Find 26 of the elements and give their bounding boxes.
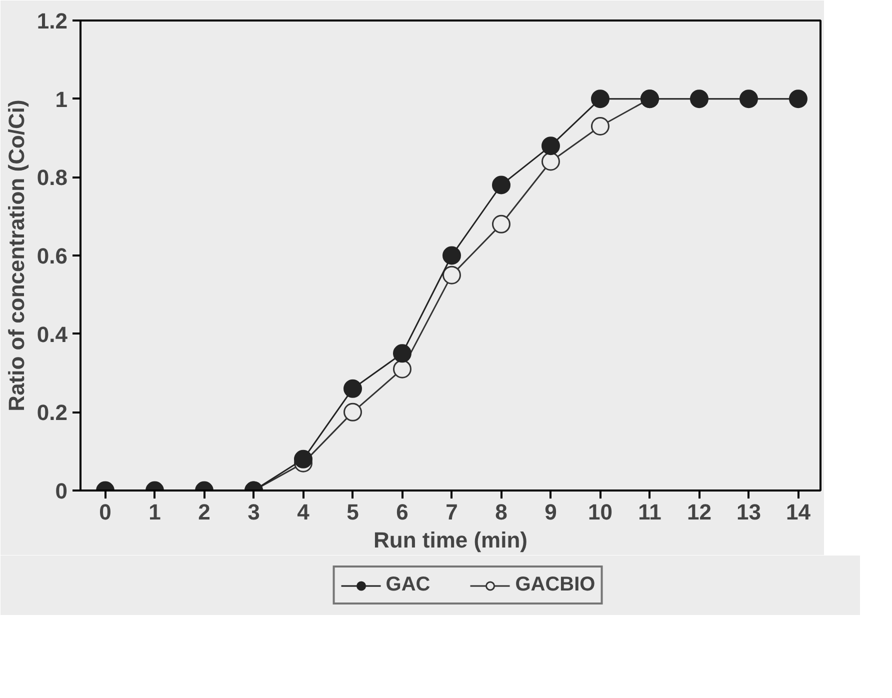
y-tick-label: 1 [55, 86, 68, 112]
y-axis-title: Ratio of concentration (Co/Ci) [4, 100, 29, 412]
x-tick-label: 12 [686, 500, 712, 524]
x-tick-label: 1 [148, 500, 161, 524]
legend-label: GAC [386, 574, 430, 596]
x-axis-title: Run time (min) [374, 528, 528, 552]
x-tick-label: 10 [588, 500, 612, 524]
x-tick-label: 11 [638, 500, 662, 524]
x-tick-label: 2 [198, 500, 210, 524]
y-tick-label: 0.8 [36, 165, 68, 190]
x-tick-label: 5 [346, 500, 359, 524]
y-tick-label: 1.2 [36, 8, 68, 34]
y-tick-label: 0.2 [36, 400, 68, 426]
legend-label: GACBIO [515, 574, 596, 596]
x-tick-label: 13 [736, 500, 761, 524]
y-tick-label: 0 [55, 478, 68, 504]
y-tick-label: 0.4 [36, 322, 68, 347]
x-tick-label: 4 [297, 500, 310, 524]
x-tick-label: 14 [786, 500, 812, 524]
x-tick-label: 9 [544, 500, 557, 524]
x-tick-label: 8 [495, 500, 508, 524]
x-tick-label: 7 [446, 500, 458, 524]
y-tick-label: 0.6 [36, 244, 68, 268]
x-tick-label: 0 [99, 500, 112, 524]
x-tick-label: 3 [248, 500, 260, 524]
x-tick-label: 6 [396, 500, 408, 524]
